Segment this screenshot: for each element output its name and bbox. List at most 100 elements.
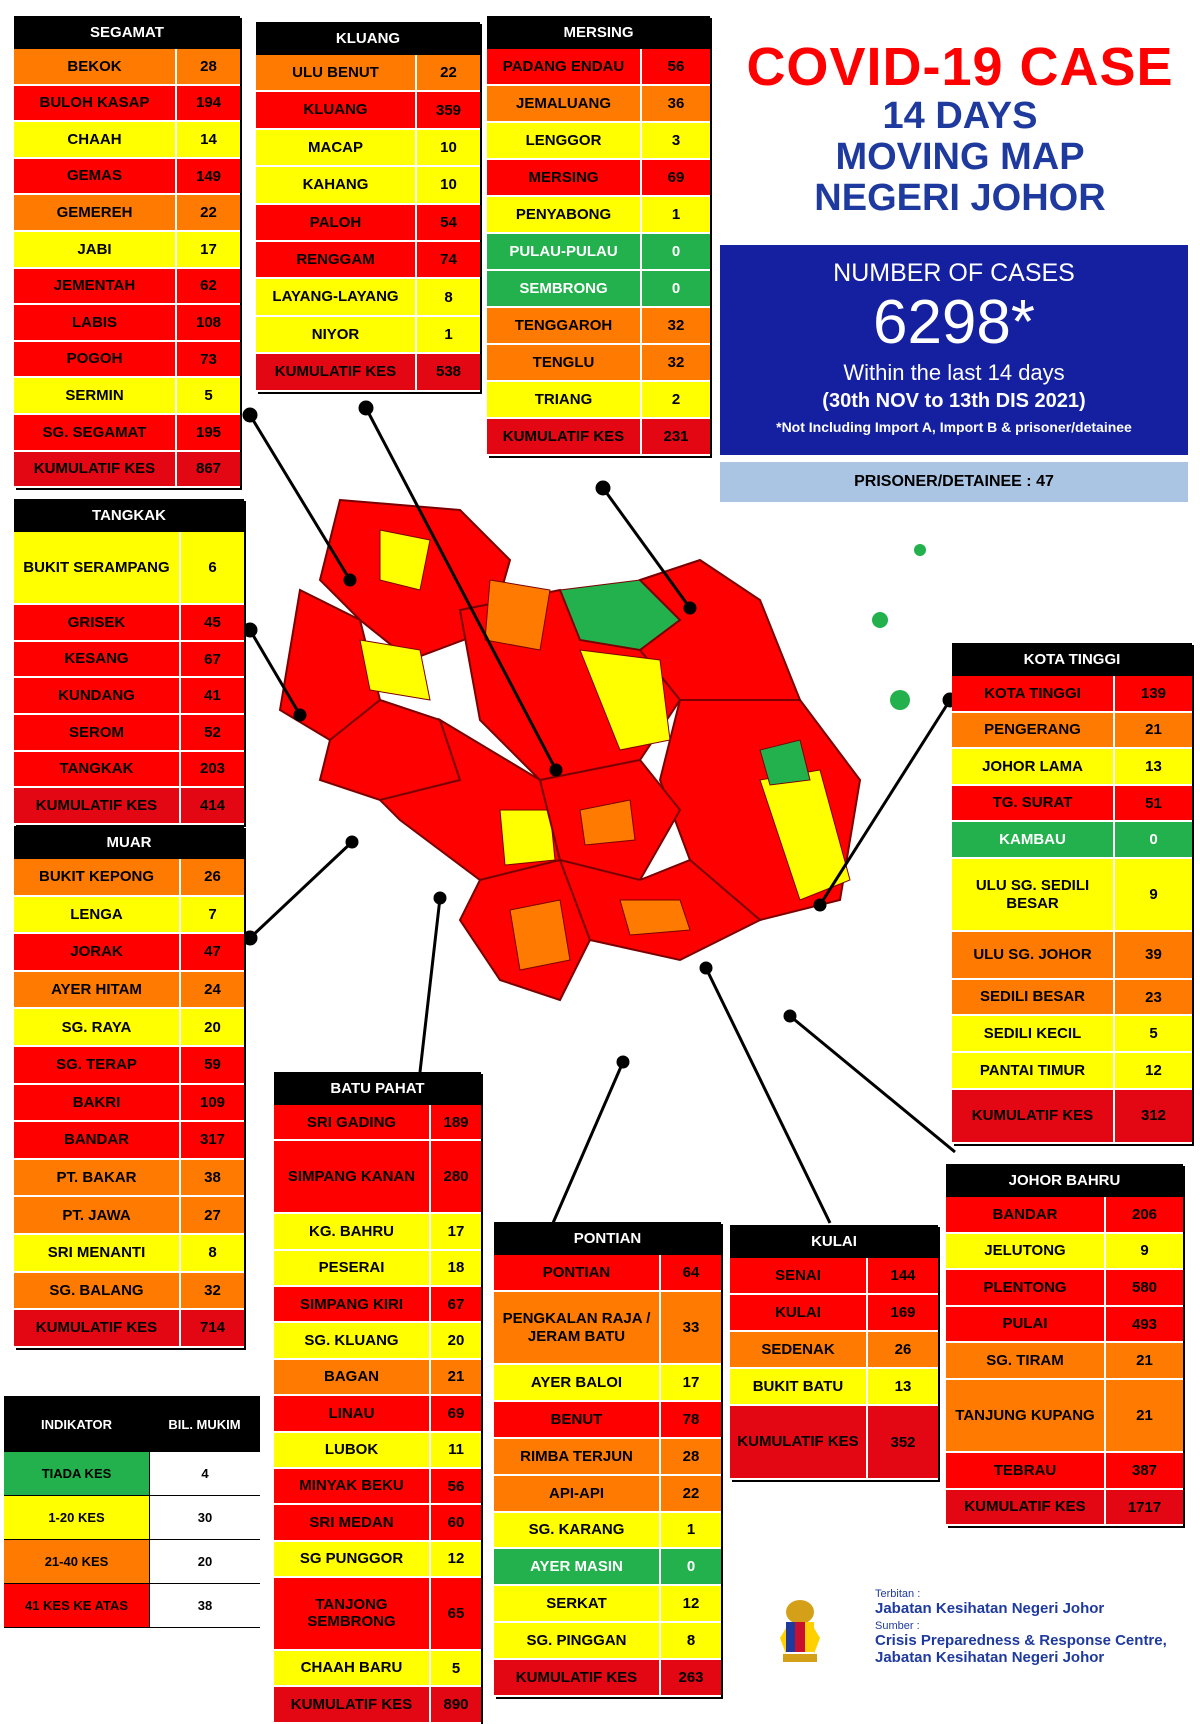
mukim-name: TEBRAU xyxy=(946,1453,1106,1488)
legend-rows: TIADA KES 4 1-20 KES 30 21-40 KES 20 41 KES KE… xyxy=(4,1452,260,1628)
mukim-case-count: 12 xyxy=(682,1595,700,1613)
district-table-johorbahru: JOHOR BAHRU BANDAR 206 JELUTONG 9 PLENTONG 580… xyxy=(946,1164,1183,1527)
mukim-name: PADANG ENDAU xyxy=(487,49,642,84)
mukim-row: TANJUNG KUPANG 21 xyxy=(946,1379,1183,1454)
mukim-name: KUMULATIF KES xyxy=(256,354,417,390)
mukim-row: PESERAI 18 xyxy=(274,1250,481,1287)
mukim-name: KLUANG xyxy=(256,92,417,128)
district-title: PONTIAN xyxy=(494,1222,721,1255)
mukim-case-count: 12 xyxy=(1145,1061,1162,1079)
mukim-name: SEDENAK xyxy=(730,1332,868,1367)
mukim-row: PT. BAKAR 38 xyxy=(14,1159,244,1198)
mukim-name: SERKAT xyxy=(494,1586,661,1621)
mukim-case-count: 17 xyxy=(682,1374,700,1392)
mukim-row: SG. KLUANG 20 xyxy=(274,1323,481,1360)
mukim-row: SIMPANG KIRI 67 xyxy=(274,1286,481,1324)
mukim-case-count: 280 xyxy=(443,1168,469,1186)
mukim-case-count: 20 xyxy=(447,1332,465,1350)
mukim-name: TANJUNG KUPANG xyxy=(946,1379,1106,1452)
mukim-row: AYER HITAM 24 xyxy=(14,971,244,1010)
map-region-kulai-orange xyxy=(579,799,636,846)
mukim-row: LENGGOR 3 xyxy=(487,123,710,160)
mukim-case-count: 12 xyxy=(447,1550,465,1568)
cumulative-row: KUMULATIF KES 231 xyxy=(487,419,710,456)
mukim-case-count: 2 xyxy=(671,391,681,408)
mukim-name: PESERAI xyxy=(274,1250,431,1285)
district-title: BATU PAHAT xyxy=(274,1072,481,1105)
mukim-row: KLUANG 359 xyxy=(256,92,480,130)
district-title: JOHOR BAHRU xyxy=(946,1164,1183,1197)
mukim-row: LABIS 108 xyxy=(14,305,240,342)
mukim-row: ULU BENUT 22 xyxy=(256,55,480,93)
district-table-pontian: PONTIAN PONTIAN 64 PENGKALAN RAJA / JERAM B… xyxy=(494,1222,721,1697)
mukim-case-count: 5 xyxy=(204,387,213,405)
mukim-name: KUMULATIF KES xyxy=(494,1659,661,1695)
district-title: KOTA TINGGI xyxy=(952,643,1192,676)
mukim-row: KOTA TINGGI 139 xyxy=(952,676,1192,713)
mukim-name: SEMBRONG xyxy=(487,271,642,306)
map-island xyxy=(890,690,910,710)
mukim-name: MERSING xyxy=(487,160,642,195)
mukim-name: KUMULATIF KES xyxy=(487,419,642,454)
mukim-row: MACAP 10 xyxy=(256,129,480,168)
mukim-case-count: 8 xyxy=(444,288,453,306)
mukim-case-count: 1 xyxy=(444,325,453,343)
legend-header-indicator: INDIKATOR xyxy=(40,1416,113,1432)
mukim-case-count: 26 xyxy=(204,868,221,886)
mukim-row: SG PUNGGOR 12 xyxy=(274,1541,481,1579)
mukim-row: BAKRI 109 xyxy=(14,1084,244,1123)
mukim-case-count: 8 xyxy=(208,1244,217,1262)
mukim-case-count: 69 xyxy=(667,169,685,186)
cumulative-row: KUMULATIF KES 867 xyxy=(14,451,240,489)
mukim-row: AYER MASIN 0 xyxy=(494,1549,721,1587)
mukim-name: KUMULATIF KES xyxy=(14,788,181,823)
mukim-row: LINAU 69 xyxy=(274,1396,481,1433)
legend-indicator: 41 KES KE ATAS xyxy=(4,1584,150,1627)
map-island xyxy=(914,544,926,556)
mukim-name: KUMULATIF KES xyxy=(952,1089,1115,1143)
mukim-name: SEDILI BESAR xyxy=(952,979,1115,1015)
mukim-case-count: 56 xyxy=(667,58,685,75)
mukim-case-count: 0 xyxy=(671,280,681,297)
mukim-case-count: 22 xyxy=(440,64,457,82)
mukim-name: LABIS xyxy=(14,305,177,340)
legend-row: 41 KES KE ATAS 38 xyxy=(4,1584,260,1628)
mukim-name: SIMPANG KANAN xyxy=(274,1141,431,1213)
mukim-row: AYER BALOI 17 xyxy=(494,1365,721,1403)
mukim-case-count: 32 xyxy=(667,317,685,334)
mukim-name: ULU SG. SEDILI BESAR xyxy=(952,858,1115,931)
mukim-row: SG. SEGAMAT 195 xyxy=(14,414,240,452)
legend-indicator: 1-20 KES xyxy=(4,1496,150,1539)
mukim-case-count: 64 xyxy=(682,1263,700,1281)
mukim-case-count: 317 xyxy=(199,1131,226,1149)
mukim-name: SRI MEDAN xyxy=(274,1505,431,1540)
mukim-case-count: 10 xyxy=(440,138,457,156)
legend-count: 30 xyxy=(150,1496,260,1539)
mukim-name: KUMULATIF KES xyxy=(14,451,177,487)
map-region-kambau-green xyxy=(759,739,811,786)
district-title: KULAI xyxy=(730,1225,938,1258)
mukim-name: LINAU xyxy=(274,1396,431,1431)
cases-date-range: (30th NOV to 13th DIS 2021) xyxy=(822,390,1086,412)
legend-header: INDIKATOR BIL. MUKIM xyxy=(4,1396,260,1452)
mukim-case-count: 714 xyxy=(199,1319,226,1337)
mukim-row: JEMENTAH 62 xyxy=(14,268,240,306)
mukim-case-count: 139 xyxy=(1140,684,1167,702)
mukim-name: BAGAN xyxy=(274,1359,431,1395)
district-title: MERSING xyxy=(487,16,710,49)
mukim-row: BAGAN 21 xyxy=(274,1359,481,1397)
mukim-row: NIYOR 1 xyxy=(256,316,480,355)
cases-within: Within the last 14 days xyxy=(843,360,1065,385)
mukim-case-count: 22 xyxy=(200,204,217,222)
mukim-name: SG. RAYA xyxy=(14,1009,181,1045)
mukim-row: SEDILI KECIL 5 xyxy=(952,1016,1192,1053)
mukim-case-count: 22 xyxy=(682,1484,700,1502)
mukim-name: TG. SURAT xyxy=(952,785,1115,821)
mukim-row: MINYAK BEKU 56 xyxy=(274,1468,481,1506)
mukim-row: KAHANG 10 xyxy=(256,167,480,205)
mukim-case-count: 21 xyxy=(1145,721,1162,739)
mukim-row: SG. RAYA 20 xyxy=(14,1009,244,1047)
mukim-case-count: 3 xyxy=(671,132,681,149)
mukim-name: KUMULATIF KES xyxy=(730,1406,868,1478)
mukim-row: PULAI 493 xyxy=(946,1306,1183,1344)
